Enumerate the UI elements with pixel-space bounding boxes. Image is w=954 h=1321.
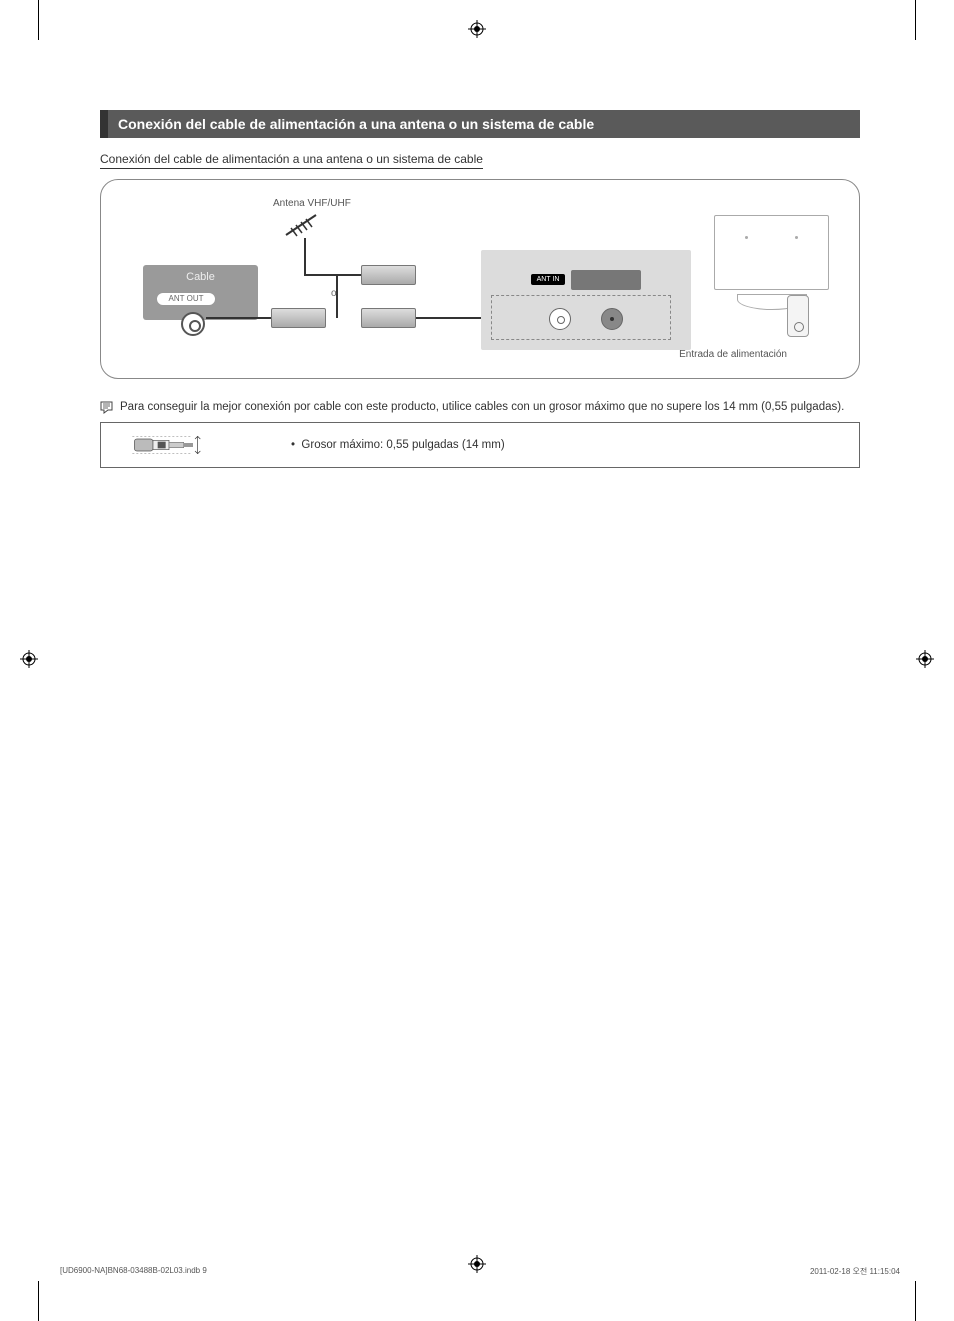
crop-mark	[915, 1281, 916, 1321]
crop-mark	[38, 1281, 39, 1321]
av-port-icon	[601, 308, 623, 330]
wire	[304, 274, 362, 276]
power-socket-icon	[787, 295, 809, 337]
cable-spec-box: • Grosor máximo: 0,55 pulgadas (14 mm)	[100, 422, 860, 468]
coax-connector-icon	[361, 265, 416, 285]
crop-mark	[38, 0, 39, 40]
page-footer: [UD6900-NA]BN68-03488B-02L03.indb 9 2011…	[60, 1266, 900, 1277]
subsection-title: Conexión del cable de alimentación a una…	[100, 152, 483, 169]
crop-mark	[915, 0, 916, 40]
spec-bullet-text: Grosor máximo: 0,55 pulgadas (14 mm)	[301, 439, 504, 451]
cable-thickness-diagram	[101, 423, 271, 467]
wire	[206, 317, 271, 319]
coax-connector-icon	[271, 308, 326, 328]
hdmi-plug-icon	[126, 435, 216, 455]
coax-port-icon	[181, 312, 205, 336]
section-title-bar: Conexión del cable de alimentación a una…	[100, 110, 860, 138]
cable-box-label: Cable	[186, 271, 215, 283]
note-icon	[100, 400, 116, 414]
ant-out-label: ANT OUT	[156, 292, 216, 306]
connection-diagram: Antena VHF/UHF Cable ANT OUT o ANT IN	[100, 179, 860, 379]
audio-port-icon	[571, 270, 641, 290]
tv-icon	[714, 215, 829, 345]
coax-connector-icon	[361, 308, 416, 328]
registration-mark-icon	[468, 20, 486, 38]
page-content: Conexión del cable de alimentación a una…	[100, 110, 860, 468]
footer-timestamp: 2011-02-18 오전 11:15:04	[810, 1266, 900, 1277]
antenna-icon	[281, 210, 321, 240]
note-text: Para conseguir la mejor conexión por cab…	[120, 399, 860, 416]
highlight-box	[491, 295, 671, 340]
footer-filename: [UD6900-NA]BN68-03488B-02L03.indb 9	[60, 1266, 207, 1277]
ant-in-port-icon	[549, 308, 571, 330]
registration-mark-icon	[20, 650, 38, 668]
cable-spec-text: • Grosor máximo: 0,55 pulgadas (14 mm)	[271, 439, 505, 451]
section-title-text: Conexión del cable de alimentación a una…	[118, 116, 594, 132]
registration-mark-icon	[916, 650, 934, 668]
tv-screen-icon	[714, 215, 829, 290]
or-label: o	[331, 288, 337, 299]
antenna-label: Antena VHF/UHF	[273, 198, 351, 209]
ant-in-label: ANT IN	[531, 274, 565, 285]
note-block: Para conseguir la mejor conexión por cab…	[100, 399, 860, 416]
power-input-label: Entrada de alimentación	[679, 349, 787, 360]
wire	[304, 238, 306, 276]
